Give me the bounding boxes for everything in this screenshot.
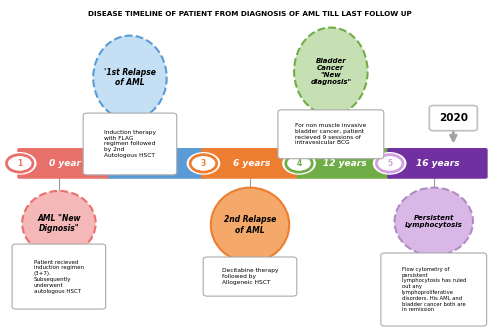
- Text: For non muscle invasive
bladder cancer, patient
recieved 9 sessions of
intravesi: For non muscle invasive bladder cancer, …: [295, 123, 366, 146]
- Text: 12 years: 12 years: [322, 159, 366, 168]
- Text: Decitabine therapy
followed by
Allogeneic HSCT: Decitabine therapy followed by Allogenei…: [222, 268, 278, 285]
- FancyBboxPatch shape: [201, 148, 302, 179]
- Text: Persistent
Lymphocytosis: Persistent Lymphocytosis: [405, 215, 462, 228]
- Text: '1st Relapse
of AML: '1st Relapse of AML: [104, 68, 156, 87]
- Text: 2: 2: [108, 159, 113, 168]
- Text: Bladder
Cancer
"New
diagnosis": Bladder Cancer "New diagnosis": [310, 58, 352, 85]
- FancyBboxPatch shape: [12, 244, 106, 309]
- Ellipse shape: [93, 36, 166, 120]
- FancyBboxPatch shape: [108, 148, 206, 179]
- Text: 1: 1: [17, 159, 22, 168]
- Circle shape: [283, 153, 315, 174]
- Ellipse shape: [211, 188, 289, 262]
- Text: 16 years: 16 years: [416, 159, 459, 168]
- Text: 3: 3: [201, 159, 206, 168]
- Circle shape: [286, 155, 312, 172]
- Ellipse shape: [394, 188, 473, 255]
- FancyBboxPatch shape: [203, 257, 297, 296]
- Circle shape: [97, 155, 124, 172]
- Text: AML "New
Dignosis": AML "New Dignosis": [37, 214, 80, 233]
- Circle shape: [6, 155, 33, 172]
- Text: 2nd Relapse
of AML: 2nd Relapse of AML: [224, 215, 276, 235]
- Text: Patient recieved
induction regimen
(3+7).
Subsequently
underwent
autologous HSCT: Patient recieved induction regimen (3+7)…: [34, 260, 84, 294]
- Ellipse shape: [22, 191, 96, 255]
- FancyBboxPatch shape: [83, 113, 176, 175]
- Text: 6 years: 6 years: [232, 159, 270, 168]
- Text: 2020: 2020: [439, 113, 468, 123]
- Circle shape: [374, 153, 406, 174]
- FancyBboxPatch shape: [387, 148, 488, 179]
- Circle shape: [94, 153, 126, 174]
- Circle shape: [190, 155, 216, 172]
- Text: 1 year: 1 year: [141, 159, 173, 168]
- Text: Induction therapy
with FLAG
regimen followed
by 2nd
Autologous HSCT: Induction therapy with FLAG regimen foll…: [104, 130, 156, 158]
- Text: 5: 5: [387, 159, 392, 168]
- FancyBboxPatch shape: [17, 148, 113, 179]
- Text: DISEASE TIMELINE OF PATIENT FROM DIAGNOSIS OF AML TILL LAST FOLLOW UP: DISEASE TIMELINE OF PATIENT FROM DIAGNOS…: [88, 11, 412, 17]
- Text: Flow cytometry of
persistent
lymphocytosis has ruled
out any
lymphoproliferative: Flow cytometry of persistent lymphocytos…: [402, 267, 466, 312]
- Circle shape: [4, 153, 36, 174]
- Ellipse shape: [294, 28, 368, 115]
- Circle shape: [188, 153, 220, 174]
- FancyBboxPatch shape: [278, 110, 384, 159]
- Text: 4: 4: [296, 159, 302, 168]
- Circle shape: [376, 155, 403, 172]
- Text: 0 year: 0 year: [49, 159, 81, 168]
- FancyBboxPatch shape: [430, 106, 478, 131]
- FancyBboxPatch shape: [381, 253, 486, 326]
- FancyBboxPatch shape: [296, 148, 392, 179]
